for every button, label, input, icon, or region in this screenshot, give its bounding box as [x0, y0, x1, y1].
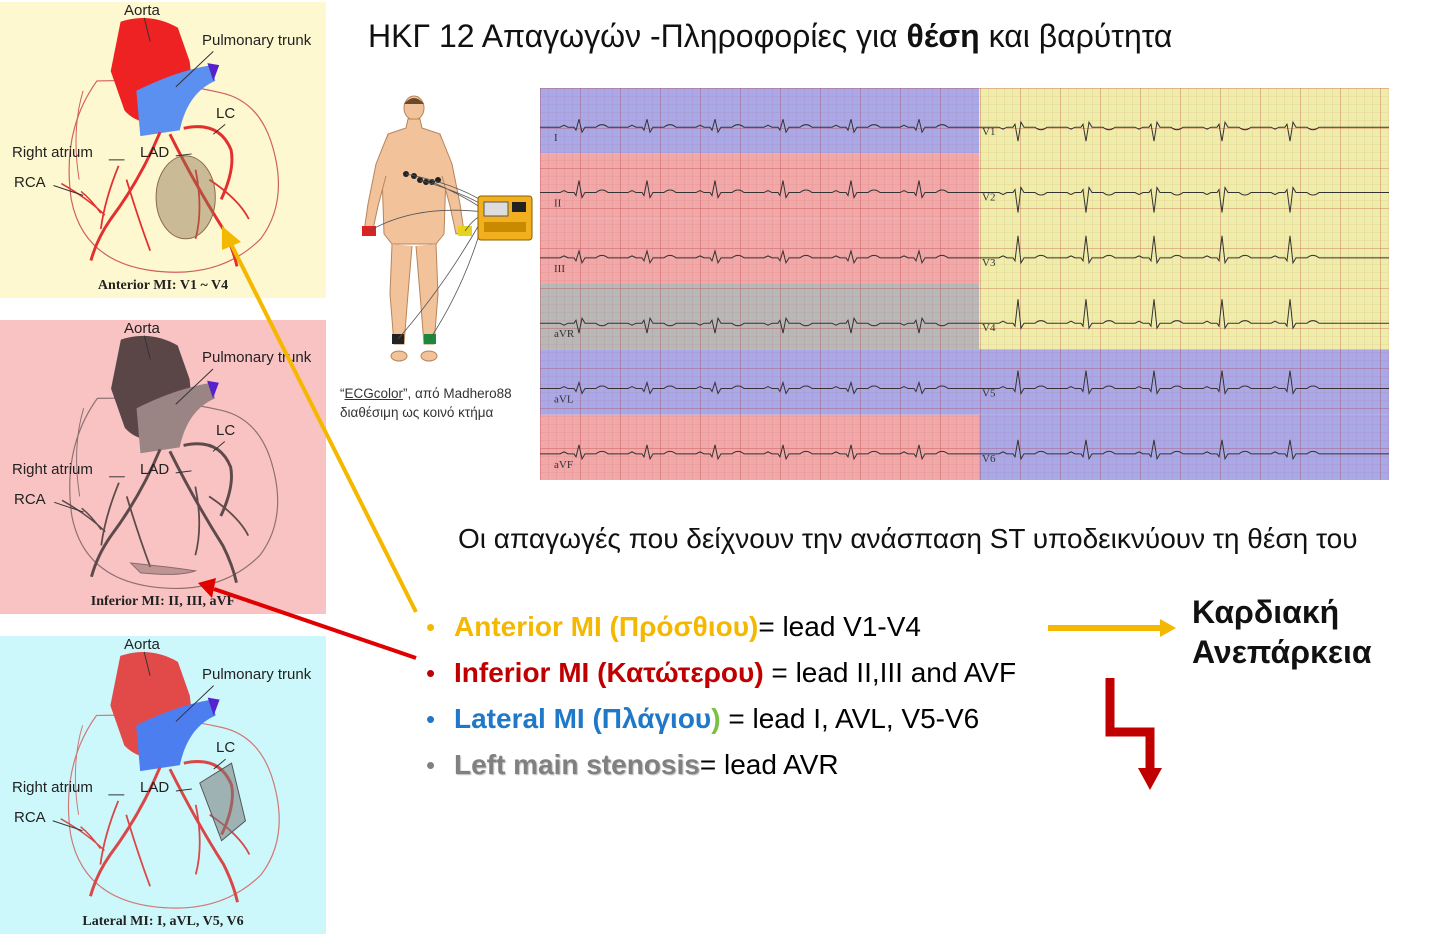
rca-vessel — [89, 766, 162, 897]
left-main-leads: = lead AVR — [699, 749, 839, 780]
anterior-mi-panel: Aorta Pulmonary trunk LC Right atrium LAD RCA… — [0, 2, 326, 298]
pulmonary-trunk-shape — [136, 699, 216, 772]
title-suffix: και βαρύτητα — [979, 18, 1173, 54]
lead-label-V4: V4 — [982, 322, 996, 334]
heart-failure-line2: Ανεπάρκεια — [1192, 634, 1372, 670]
left-main-stenosis-label: Left main stenosis — [454, 749, 700, 780]
rca-label: RCA — [14, 490, 46, 508]
panel-caption: Anterior MI: V1 ~ V4 — [97, 278, 229, 293]
heart-diagram — [52, 651, 280, 909]
lead-label-V1: V1 — [982, 126, 995, 138]
title-prefix: ΗΚΓ 12 Απαγωγών -Πληροφορίες για — [368, 18, 907, 54]
ecg-trace-V2 — [979, 186, 1389, 213]
bullet: • — [426, 750, 436, 780]
pulmonary-trunk-label: Pulmonary trunk — [202, 665, 312, 683]
ecg-trace-V3 — [979, 235, 1389, 265]
ecg-trace-II — [540, 180, 979, 199]
lad-vessel — [168, 768, 239, 903]
right-atrium-label: Right atrium — [12, 779, 93, 797]
pulmonary-trunk-label: Pulmonary trunk — [202, 31, 312, 49]
panel-caption: Inferior MI: II, III, aVF — [90, 594, 236, 609]
lead-label-II: II — [554, 198, 562, 210]
lc-label: LC — [216, 421, 236, 439]
list-item-inferior: • Inferior MI (Κατώτερου) = lead II,III a… — [426, 650, 1016, 696]
ecg-trace-V5 — [979, 370, 1389, 396]
inferior-mi-panel: Aorta Pulmonary trunk LC Right atrium LAD RCA… — [0, 320, 326, 614]
lead-label-V5: V5 — [982, 388, 996, 400]
aorta-label: Aorta — [124, 320, 160, 337]
rca-label: RCA — [14, 173, 46, 191]
bullet: • — [426, 658, 436, 688]
inferior-mi-leads: = lead II,III and AVF — [763, 657, 1017, 688]
ecg-trace-aVL — [540, 380, 979, 395]
lc-vessel — [183, 442, 233, 517]
rca-label: RCA — [14, 808, 46, 826]
ecg-trace-aVR — [540, 316, 979, 334]
lad-label: LAD — [140, 779, 170, 797]
panel-caption: Lateral MI: I, aVL, V5, V6 — [82, 914, 244, 929]
lead-label-aVR: aVR — [554, 328, 575, 340]
image-credit-caption: “ECGcolor”, από Madhero88 διαθέσιμη ως κ… — [340, 384, 512, 422]
ecg-12-lead-strip: I V1 II V2 III V3 aVR V4 aVL V5 aVF V6 — [540, 88, 1389, 480]
lateral-mi-label: Lateral MI (Πλάγιου — [454, 703, 712, 734]
heart-failure-label: Καρδιακή Ανεπάρκεια — [1192, 592, 1372, 672]
ecg-trace-V4 — [979, 299, 1389, 330]
lead-label-III: III — [554, 263, 565, 275]
lead-label-I: I — [554, 132, 558, 144]
rca-vessel — [89, 131, 162, 261]
lc-label: LC — [216, 104, 236, 122]
ecg-trace-I — [540, 119, 979, 134]
caption-link[interactable]: ECGcolor — [344, 386, 404, 401]
lad-vessel — [168, 450, 238, 583]
heart-outline — [67, 714, 280, 909]
caption-license: διαθέσιμη ως κοινό κτήμα — [340, 405, 494, 420]
ecg-trace-aVF — [540, 444, 979, 461]
pulmonary-trunk-shape — [136, 65, 216, 137]
lc-label: LC — [216, 739, 236, 757]
bullet: • — [426, 612, 436, 642]
list-item-lateral: • Lateral MI (Πλάγιου) = lead I, AVL, V5-… — [426, 696, 1016, 742]
ecg-electrode-illustration — [356, 94, 534, 384]
bullet: • — [426, 704, 436, 734]
title-bold: θέση — [906, 18, 980, 54]
lad-label: LAD — [140, 144, 170, 162]
right-atrium-label: Right atrium — [12, 144, 93, 162]
anterior-mi-label: Anterior MI (Πρόσθιου) — [454, 611, 759, 642]
ecg-trace-III — [540, 248, 979, 265]
arrow-to-heart-failure — [1048, 619, 1176, 637]
list-item-anterior: • Anterior MI (Πρόσθιου)= lead V1-V4 — [426, 604, 1016, 650]
heart-diagram — [54, 335, 279, 589]
inferior-mi-label: Inferior MI (Κατώτερου) — [454, 657, 764, 688]
ecg-trace-V6 — [979, 439, 1389, 461]
lead-label-aVL: aVL — [554, 394, 574, 406]
caption-author: ”, από Madhero88 — [403, 386, 512, 401]
lateral-mi-leads: = lead I, AVL, V5-V6 — [720, 703, 980, 734]
lead-label-V6: V6 — [982, 453, 996, 465]
lad-label: LAD — [140, 461, 170, 479]
aorta-label: Aorta — [124, 636, 160, 653]
lead-label-V3: V3 — [982, 257, 996, 269]
lc-vessel — [183, 125, 234, 200]
list-item-left-main: • Left main stenosis= lead AVR — [426, 742, 1016, 788]
lateral-mi-paren: ) — [711, 703, 721, 734]
slide-title: ΗΚΓ 12 Απαγωγών -Πληροφορίες για θέση κα… — [368, 18, 1172, 55]
pulmonary-trunk-shape — [136, 382, 215, 454]
ecg-trace-V1 — [979, 120, 1389, 142]
pulmonary-trunk-label: Pulmonary trunk — [202, 349, 312, 367]
aorta-label: Aorta — [124, 2, 160, 19]
lead-label-aVF: aVF — [554, 459, 573, 471]
st-elevation-explanation: Οι απαγωγές που δείχνουν την ανάσπαση ST… — [458, 523, 1358, 554]
anterior-mi-leads: = lead V1-V4 — [758, 611, 921, 642]
arrow-downward-bent — [1105, 678, 1162, 790]
mi-location-list: • Anterior MI (Πρόσθιου)= lead V1-V4 • Inf… — [426, 604, 1016, 788]
lateral-mi-panel: Aorta Pulmonary trunk LC Right atrium LAD RCA… — [0, 636, 326, 934]
rca-vessel — [90, 448, 162, 578]
heart-diagram — [53, 17, 279, 273]
lead-label-V2: V2 — [982, 192, 995, 204]
heart-failure-line1: Καρδιακή — [1192, 594, 1340, 630]
right-atrium-label: Right atrium — [12, 461, 93, 479]
